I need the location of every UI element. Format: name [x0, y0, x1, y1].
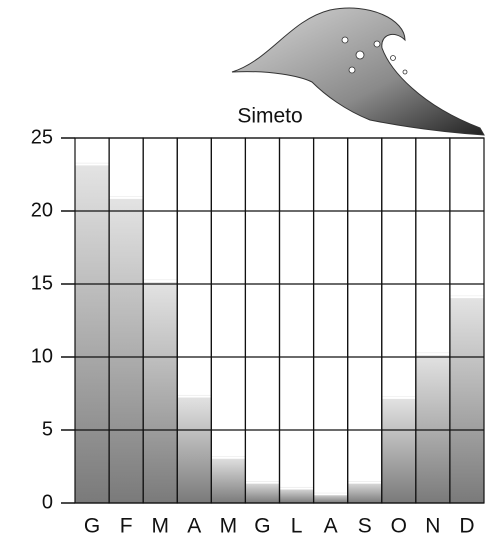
x-tick-label: M — [220, 515, 238, 538]
x-tick-label: G — [254, 515, 270, 538]
column-border — [348, 138, 382, 503]
column-border — [280, 138, 314, 503]
y-tick-label: 10 — [31, 345, 53, 367]
bar — [75, 163, 109, 503]
bar — [416, 353, 450, 503]
column-border — [211, 138, 245, 503]
x-tick-label: O — [391, 515, 407, 538]
bar — [382, 396, 416, 503]
x-tick-label: M — [151, 515, 169, 538]
bar — [109, 196, 143, 503]
x-tick-label: L — [291, 515, 303, 538]
y-tick-label: 25 — [31, 126, 53, 148]
x-tick-label: S — [358, 515, 372, 538]
y-tick-label: 0 — [42, 491, 53, 513]
column-border — [314, 138, 348, 503]
x-tick-label: A — [187, 515, 201, 538]
x-tick-label: A — [324, 515, 338, 538]
bar — [245, 481, 279, 503]
bar — [143, 280, 177, 503]
chart-title: Simeto — [237, 105, 302, 128]
bar — [348, 481, 382, 503]
column-border — [245, 138, 279, 503]
bar — [211, 456, 245, 503]
x-tick-label: G — [84, 515, 100, 538]
x-tick-label: D — [459, 515, 474, 538]
chart: Simeto GFMAMGLASOND0510152025 — [0, 0, 488, 540]
bar — [450, 296, 484, 503]
x-tick-label: N — [425, 515, 440, 538]
y-tick-label: 20 — [31, 199, 53, 221]
y-tick-label: 5 — [42, 418, 53, 440]
x-tick-label: F — [120, 515, 133, 538]
y-tick-label: 15 — [31, 272, 53, 294]
bar — [177, 395, 211, 503]
